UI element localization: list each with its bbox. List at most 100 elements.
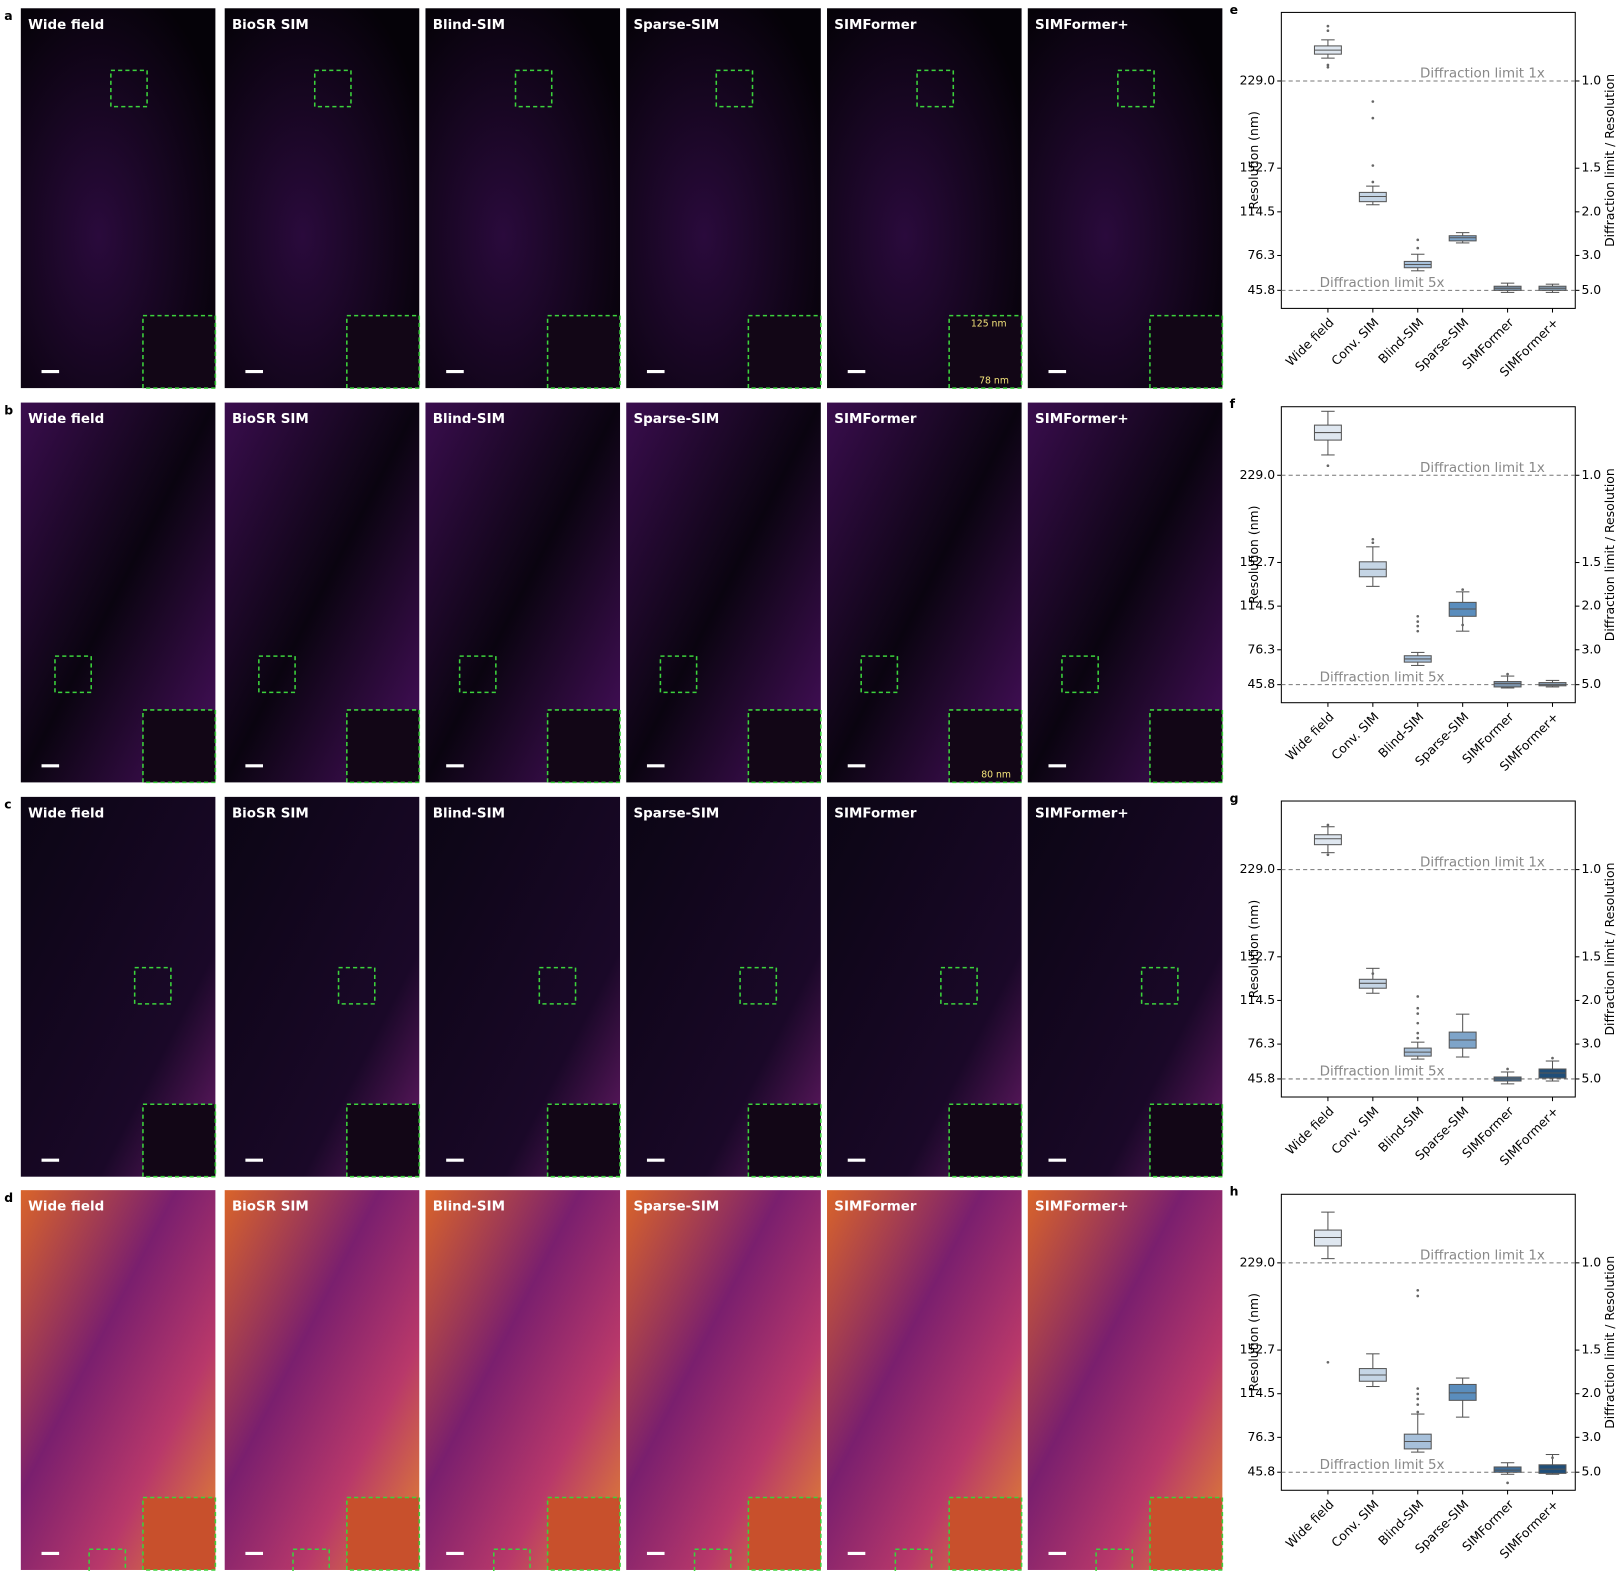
y2-tick-label: 1.5 [1581,948,1601,963]
zoom-box [739,966,778,1005]
box [1313,834,1342,846]
zoom-box [292,1548,331,1571]
zoom-box [1061,655,1099,694]
outlier [1416,1387,1420,1390]
reference-label: Diffraction limit 5x [1320,276,1445,291]
panel-title: BioSR SIM [232,806,309,821]
panel-title: Wide field [28,1200,104,1215]
panel-title: SIMFormer+ [1035,412,1129,427]
y2-tick-label: 3.0 [1581,1429,1601,1444]
y2-tick-label: 1.0 [1581,72,1601,87]
y2-axis-label: Diffraction limit / Resolution [1602,863,1617,1036]
panel-title: Wide field [28,412,104,427]
inset [1149,709,1224,784]
outlier [1551,1056,1554,1060]
inset [747,709,822,784]
outlier [1461,588,1465,591]
outlier [1416,1392,1420,1396]
outlier [1371,541,1375,545]
y-axis-label: Resolution (nm) [1246,900,1261,998]
y-tick-label: 152.7 [1240,160,1276,175]
x-tick-label: Conv. SIM [1328,709,1381,762]
row-label: b [4,402,13,417]
y2-tick-label: 5.0 [1581,1464,1601,1479]
outlier [1326,24,1330,28]
y2-tick-label: 1.0 [1581,1254,1601,1269]
y2-tick-label: 2.0 [1581,203,1601,218]
panel-title: SIMFormer [834,18,917,33]
outlier [1371,972,1375,975]
panel-title: Sparse-SIM [633,806,719,821]
outlier [1326,65,1330,69]
inset [546,1103,621,1178]
y2-tick-label: 1.0 [1581,861,1601,876]
y-tick-label: 229.0 [1240,72,1276,87]
y2-tick-label: 2.0 [1581,1385,1601,1400]
x-tick-label: Conv. SIM [1328,315,1381,368]
outlier [1371,116,1375,120]
y-tick-label: 229.0 [1240,467,1276,482]
y2-axis-label: Diffraction limit / Resolution [1602,1256,1617,1429]
panel-title: SIMFormer+ [1035,1200,1129,1215]
y-tick-label: 45.8 [1248,676,1276,691]
inset [948,709,1023,784]
outlier [1371,537,1375,541]
outlier [1371,180,1375,184]
row-label: c [4,797,11,812]
plot-frame [1280,406,1576,704]
zoom-box [860,655,899,694]
inset [346,1103,421,1178]
inset [142,314,217,389]
outlier [1326,464,1330,468]
outlier [1551,1456,1554,1460]
inset [948,1103,1023,1178]
outlier [1416,1397,1420,1401]
annotation: 125 nm [971,318,1007,329]
outlier [1416,629,1420,633]
panel-title: BioSR SIM [232,1200,309,1215]
y-tick-label: 152.7 [1240,1342,1276,1357]
row-label: d [4,1190,13,1205]
zoom-box [337,966,376,1005]
panel-title: Wide field [28,806,104,821]
panel-title: Blind-SIM [433,806,505,821]
y2-tick-label: 3.0 [1581,641,1601,656]
y-tick-label: 114.5 [1240,1385,1276,1400]
outlier [1416,1021,1420,1025]
plot-frame [1280,11,1576,309]
y-tick-label: 114.5 [1240,203,1276,218]
outlier [1416,624,1420,628]
y2-tick-label: 1.0 [1581,467,1601,482]
inset [1149,1103,1224,1178]
outlier [1416,620,1420,623]
y2-tick-label: 1.5 [1581,160,1601,175]
zoom-box [88,1548,127,1571]
inset [747,1496,822,1571]
outlier [1461,623,1465,627]
row-label: a [4,8,12,23]
panel-title: Blind-SIM [433,18,505,33]
outlier [1416,1288,1420,1292]
zoom-box [313,69,352,108]
annotation: 80 nm [981,770,1011,781]
zoom-box [258,655,296,694]
reference-label: Diffraction limit 5x [1320,1065,1445,1080]
box [1493,681,1522,688]
zoom-box [916,69,955,108]
y-tick-label: 76.3 [1248,1429,1276,1444]
inset [346,709,421,784]
inset [142,1103,217,1178]
y-tick-label: 45.8 [1248,1070,1276,1085]
inset [346,1496,421,1571]
zoom-box [1117,69,1155,108]
panel-title: SIMFormer [834,806,917,821]
outlier [1416,1294,1420,1298]
reference-label: Diffraction limit 5x [1320,1458,1445,1473]
y2-tick-label: 5.0 [1581,676,1601,691]
y2-tick-label: 3.0 [1581,247,1601,262]
y-tick-label: 114.5 [1240,992,1276,1007]
y-tick-label: 45.8 [1248,282,1276,297]
panel-title: SIMFormer+ [1035,806,1129,821]
y-tick-label: 152.7 [1240,948,1276,963]
